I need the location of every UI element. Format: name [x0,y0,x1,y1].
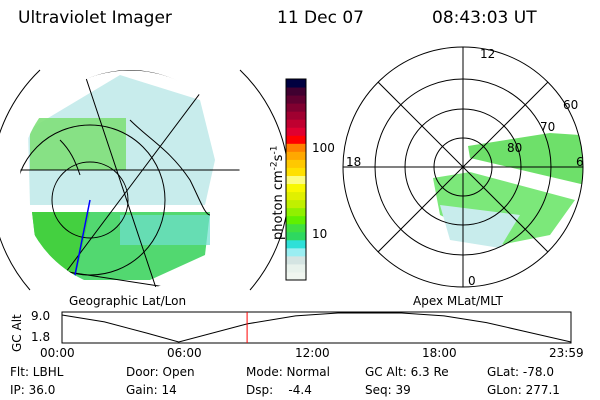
info-seq: Seq: 39 [365,383,411,397]
apex-label: Apex MLat/MLT [413,294,503,308]
x-tick: 12:00 [295,346,330,360]
colorbar-swatch [286,143,306,152]
colorbar-swatch [286,231,306,241]
colorbar-swatch [286,191,306,201]
info-mode: Mode: Normal [246,365,330,379]
geographic-image [20,70,240,290]
colorbar [286,79,306,281]
info-glat: GLat: -78.0 [487,365,554,379]
colorbar-swatch [286,103,306,112]
colorbar-swatch [286,247,306,257]
polar-grid [342,46,584,288]
info-gc-alt: GC Alt: 6.3 Re [365,365,449,379]
mlt-label-18: 18 [346,155,362,169]
date-label: 11 Dec 07 [277,8,364,28]
colorbar-swatch [286,199,306,209]
colorbar-swatch [286,79,306,88]
instrument-title: Ultraviolet Imager [18,8,172,28]
colorbar-swatch [286,255,306,265]
mlat-label-70: 70 [540,120,556,134]
colorbar-swatch [286,223,306,233]
colorbar-tick-100: 100 [312,141,335,155]
colorbar-swatch [286,159,306,168]
colorbar-swatch [286,207,306,217]
x-tick: 23:59 [549,346,584,360]
y-axis-label: GC Alt [10,314,24,352]
mlt-label-6: 6 [576,155,584,169]
gc-alt-line [61,312,572,343]
time-label: 08:43:03 UT [432,8,537,28]
colorbar-swatch [286,183,306,193]
colorbar-swatch [286,263,306,273]
colorbar-swatch [286,215,306,225]
colorbar-swatch [286,119,306,128]
colorbar-swatch [286,127,306,136]
gc-alt-plot [61,312,572,343]
mlat-label-80: 80 [507,141,523,155]
info-dsp: Dsp: -4.4 [246,383,312,397]
geographic-label: Geographic Lat/Lon [69,294,187,308]
info-door: Door: Open [126,365,195,379]
colorbar-swatch [286,151,306,160]
colorbar-swatch [286,271,306,281]
info-ip: IP: 36.0 [10,383,56,397]
y-tick-bottom: 1.8 [31,330,51,344]
colorbar-swatch [286,239,306,249]
info-filter: Flt: LBHL [10,365,64,379]
apex-image [433,133,583,248]
colorbar-swatch [286,135,306,144]
colorbar-swatch [286,175,306,185]
colorbar-swatch [286,111,306,120]
colorbar-tick-10: 10 [312,227,328,241]
y-tick-top: 9.0 [31,309,51,323]
x-tick: 06:00 [167,346,202,360]
info-glon: GLon: 277.1 [487,383,560,397]
mlat-label-60: 60 [563,98,579,112]
colorbar-swatch [286,167,306,176]
colorbar-label: photon cm-2s-1 [269,145,286,240]
mlt-label-0: 0 [468,274,476,288]
info-gain: Gain: 14 [126,383,177,397]
x-tick: 18:00 [422,346,457,360]
x-tick: 00:00 [40,346,75,360]
mlt-label-12: 12 [480,47,496,61]
colorbar-swatch [286,87,306,96]
gc-alt-plot-frame [61,311,572,344]
colorbar-swatch [286,95,306,104]
